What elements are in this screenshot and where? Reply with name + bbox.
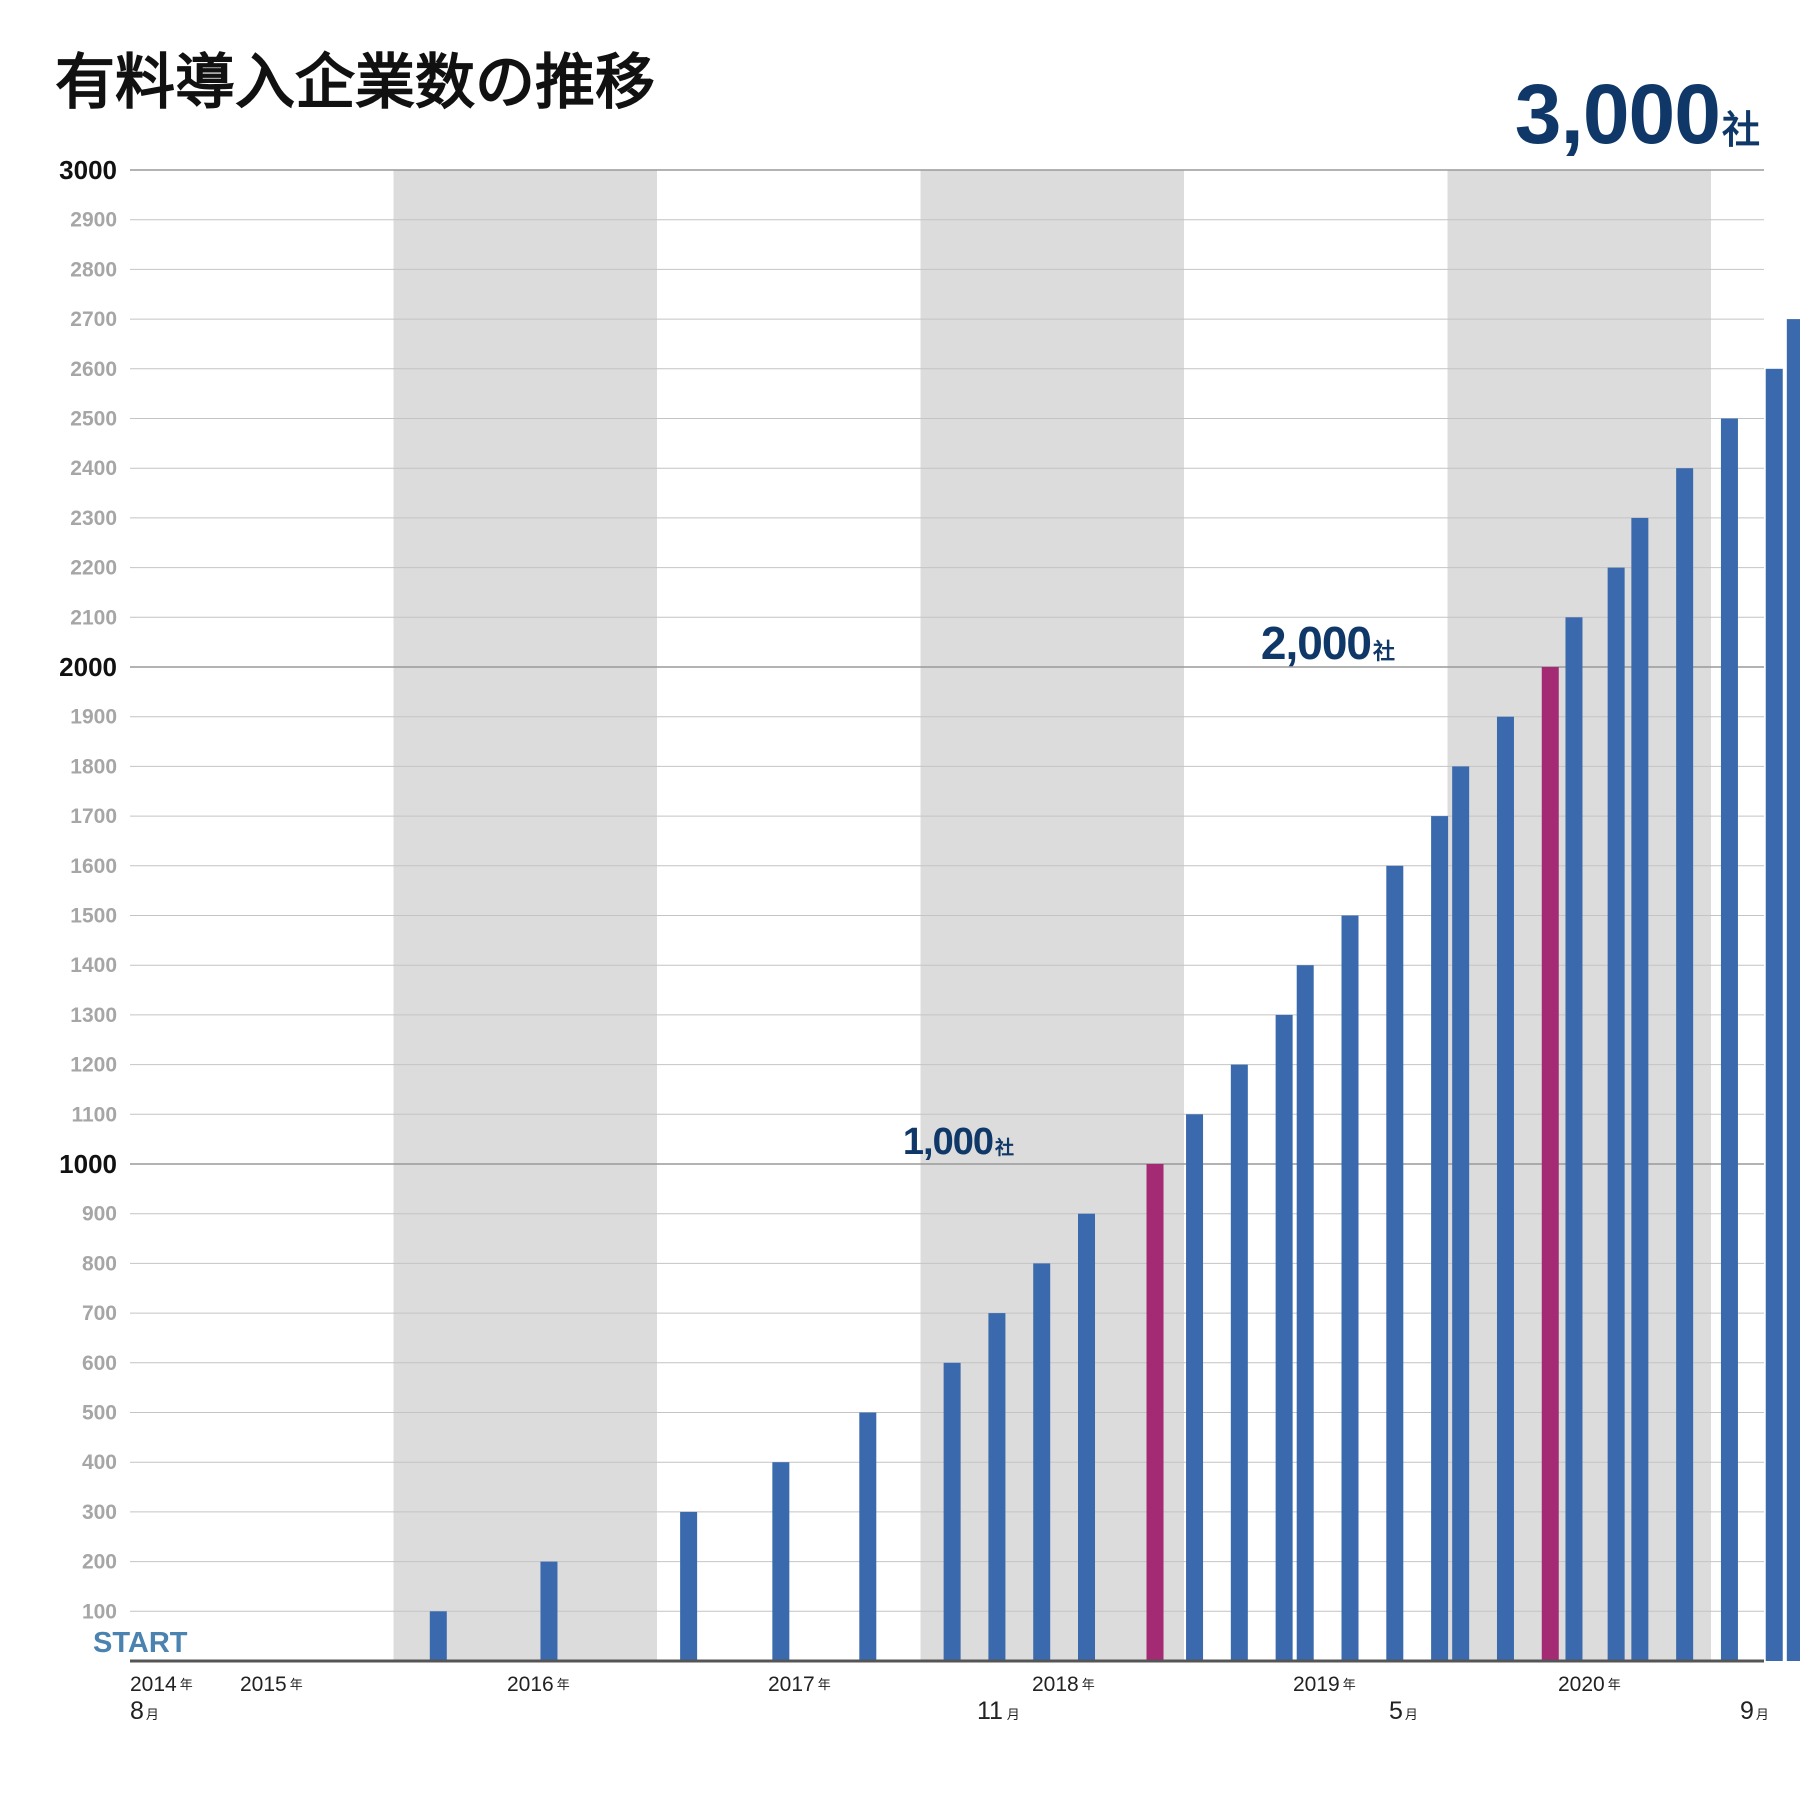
milestone-bar-1000	[1146, 1164, 1164, 1661]
y-tick-2200: 2200	[70, 557, 117, 580]
y-tick-100: 100	[82, 1600, 117, 1623]
bar-2400	[1676, 468, 1694, 1662]
y-tick-2400: 2400	[70, 457, 117, 480]
year-label-2017: 2017	[768, 1673, 815, 1696]
y-tick-500: 500	[82, 1402, 117, 1425]
bar-2500	[1720, 418, 1738, 1661]
callout-unit-1000: 社	[994, 1136, 1014, 1159]
bar-100	[429, 1611, 447, 1661]
month-label-5: 5	[1389, 1697, 1403, 1725]
bar-900	[1078, 1213, 1096, 1661]
bar-1300	[1275, 1014, 1293, 1661]
y-tick-1000: 1000	[59, 1149, 117, 1179]
bar-1600	[1386, 865, 1404, 1661]
month-unit-9: 月	[1756, 1708, 1769, 1723]
y-tick-1800: 1800	[70, 755, 117, 778]
year-unit-2019: 年	[1343, 1678, 1356, 1693]
bar-1800	[1452, 766, 1470, 1661]
bar-2200	[1607, 567, 1625, 1661]
y-axis-ticks: 100 200 300 400 500 600 700 800 900 1000 1100 1200 1…	[59, 155, 117, 1623]
year-unit-2020: 年	[1608, 1678, 1621, 1693]
y-tick-1500: 1500	[70, 905, 117, 928]
year-label-2016: 2016	[507, 1673, 554, 1696]
y-tick-3000: 3000	[59, 155, 117, 185]
callout-unit-2000: 社	[1373, 639, 1395, 665]
year-label-2015: 2015	[240, 1673, 287, 1696]
y-tick-2000: 2000	[59, 652, 117, 682]
chart-title: 有料導入企業数の推移	[55, 48, 655, 118]
year-label-2018: 2018	[1032, 1673, 1079, 1696]
y-tick-1400: 1400	[70, 954, 117, 977]
year-unit-2018: 年	[1082, 1678, 1095, 1693]
callout-3000: 3,000	[1515, 67, 1720, 161]
bar-1700	[1431, 816, 1449, 1661]
y-tick-1700: 1700	[70, 805, 117, 828]
y-tick-200: 200	[82, 1551, 117, 1574]
y-tick-2100: 2100	[70, 606, 117, 629]
y-tick-900: 900	[82, 1203, 117, 1226]
month-label-8: 8	[130, 1697, 144, 1725]
year-unit-2015: 年	[290, 1678, 303, 1693]
callout-unit-3000: 社	[1722, 108, 1760, 152]
year-unit-2016: 年	[557, 1678, 570, 1693]
bar-500	[859, 1412, 877, 1661]
y-tick-300: 300	[82, 1501, 117, 1524]
bar-400	[772, 1462, 790, 1661]
year-unit-2017: 年	[818, 1678, 831, 1693]
bar-700	[988, 1313, 1006, 1661]
y-tick-600: 600	[82, 1352, 117, 1375]
bar-2100	[1565, 617, 1583, 1661]
year-unit-2014: 年	[180, 1678, 193, 1693]
y-tick-2600: 2600	[70, 358, 117, 381]
bar-1100	[1186, 1114, 1204, 1661]
bar-1900	[1496, 716, 1514, 1661]
year-label-2020: 2020	[1558, 1673, 1605, 1696]
y-tick-2500: 2500	[70, 408, 117, 431]
y-tick-2700: 2700	[70, 308, 117, 331]
month-label-9: 9	[1740, 1697, 1754, 1725]
bar-300	[680, 1511, 698, 1661]
y-tick-1900: 1900	[70, 706, 117, 729]
y-tick-700: 700	[82, 1302, 117, 1325]
y-tick-1600: 1600	[70, 855, 117, 878]
y-tick-1300: 1300	[70, 1004, 117, 1027]
bar-800	[1033, 1263, 1051, 1661]
y-tick-2800: 2800	[70, 258, 117, 281]
start-label: START	[93, 1627, 188, 1659]
month-unit-5: 月	[1405, 1708, 1418, 1723]
y-tick-2300: 2300	[70, 507, 117, 530]
year-label-2019: 2019	[1293, 1673, 1340, 1696]
y-tick-800: 800	[82, 1252, 117, 1275]
y-tick-1100: 1100	[71, 1103, 117, 1126]
callout-1000: 1,000	[903, 1121, 993, 1163]
bar-1400	[1296, 965, 1314, 1661]
year-label-2014: 2014	[130, 1673, 177, 1696]
bar-1500	[1341, 915, 1359, 1661]
bar-600	[943, 1362, 961, 1661]
bar-200	[540, 1561, 558, 1661]
month-unit-8: 月	[146, 1708, 159, 1723]
month-label-11: 11	[977, 1697, 1003, 1725]
bar-series	[429, 319, 1800, 1662]
y-tick-400: 400	[82, 1451, 117, 1474]
bar-2300	[1631, 517, 1649, 1661]
month-unit-11: 月	[1007, 1708, 1020, 1723]
callout-2000: 2,000	[1261, 617, 1371, 669]
bar-2700	[1786, 319, 1800, 1662]
y-tick-1200: 1200	[70, 1054, 117, 1077]
milestone-bar-2000	[1541, 667, 1559, 1661]
y-tick-2900: 2900	[70, 209, 117, 232]
bar-1200	[1230, 1064, 1248, 1661]
bar-2600	[1765, 368, 1783, 1661]
